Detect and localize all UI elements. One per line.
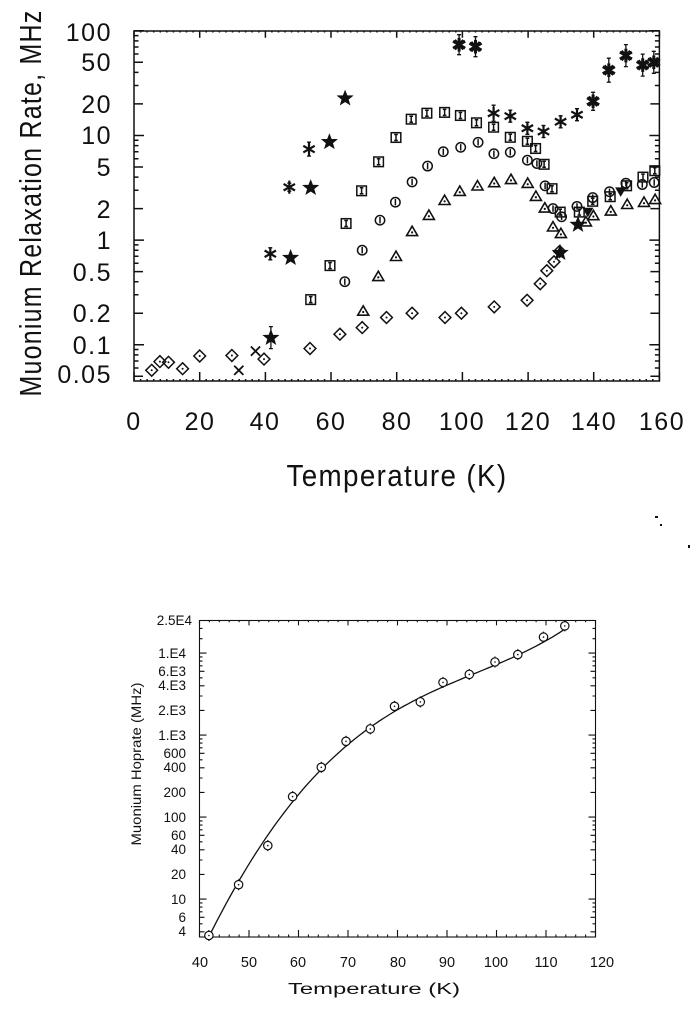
svg-text:6.E3: 6.E3 [158, 664, 186, 679]
svg-text:4.E3: 4.E3 [158, 678, 186, 693]
svg-text:60: 60 [290, 955, 306, 971]
svg-text:100: 100 [439, 408, 485, 436]
svg-text:400: 400 [163, 760, 186, 775]
svg-text:10: 10 [171, 892, 186, 907]
svg-text:80: 80 [390, 955, 406, 971]
svg-text:50: 50 [81, 49, 112, 77]
svg-text:Temperature (K): Temperature (K) [287, 458, 508, 493]
svg-text:100: 100 [163, 810, 186, 825]
svg-text:120: 120 [505, 408, 551, 436]
svg-text:60: 60 [316, 408, 347, 436]
svg-text:2: 2 [97, 196, 112, 224]
svg-text:100: 100 [484, 955, 508, 971]
svg-text:40: 40 [250, 408, 281, 436]
svg-text:10: 10 [81, 122, 112, 150]
svg-text:1.E4: 1.E4 [158, 646, 186, 661]
svg-text:110: 110 [534, 955, 557, 971]
svg-text:0: 0 [126, 408, 141, 436]
svg-text:600: 600 [163, 746, 186, 761]
svg-text:20: 20 [81, 91, 112, 119]
svg-text:Muonium Relaxation Rate, MHz: Muonium Relaxation Rate, MHz [13, 10, 48, 397]
svg-text:120: 120 [590, 955, 614, 971]
svg-text:20: 20 [185, 408, 216, 436]
svg-text:6: 6 [178, 910, 186, 925]
svg-text:0.2: 0.2 [73, 300, 112, 328]
svg-text:4: 4 [178, 924, 186, 939]
svg-text:20: 20 [171, 867, 186, 882]
svg-text:160: 160 [639, 408, 685, 436]
svg-text:0.1: 0.1 [73, 332, 112, 360]
svg-text:60: 60 [171, 828, 186, 843]
svg-text:0.05: 0.05 [57, 361, 112, 389]
svg-text:2.5E4: 2.5E4 [157, 613, 193, 628]
svg-text:Temperature (K): Temperature (K) [288, 981, 460, 998]
svg-text:90: 90 [439, 955, 455, 971]
svg-text:50: 50 [241, 955, 257, 971]
svg-text:Muonium Hoprate (MHz): Muonium Hoprate (MHz) [129, 683, 144, 846]
svg-text:40: 40 [171, 842, 186, 857]
svg-text:1: 1 [97, 227, 112, 255]
svg-text:100: 100 [66, 19, 112, 47]
svg-text:140: 140 [571, 408, 617, 436]
svg-text:2.E3: 2.E3 [158, 703, 186, 718]
svg-text:5: 5 [97, 154, 112, 182]
svg-text:80: 80 [382, 408, 413, 436]
svg-text:200: 200 [163, 785, 186, 800]
svg-text:40: 40 [192, 955, 208, 971]
svg-text:0.5: 0.5 [73, 259, 112, 287]
svg-text:70: 70 [340, 955, 356, 971]
svg-text:1.E3: 1.E3 [158, 728, 186, 743]
